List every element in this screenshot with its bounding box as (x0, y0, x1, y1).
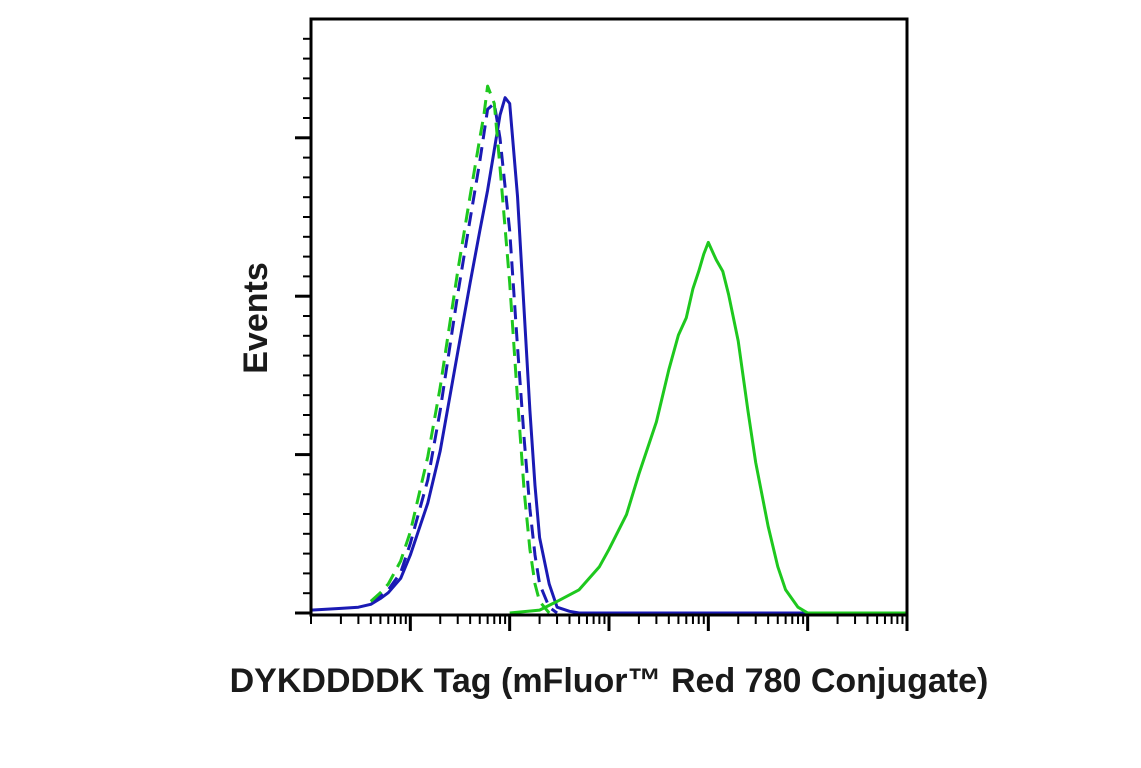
series-line-4 (509, 240, 907, 615)
series-line-1 (310, 96, 907, 615)
series-line-2 (370, 102, 558, 615)
plot-layer (310, 84, 907, 615)
x-axis-title: DYKDDDDK Tag (mFluor™ Red 780 Conjugate) (230, 662, 989, 700)
series-line-3 (369, 84, 551, 614)
y-axis-title: Events (237, 262, 275, 374)
x-axis-ticks (310, 615, 909, 631)
plot-frame (309, 17, 909, 617)
y-axis-ticks (295, 37, 311, 615)
